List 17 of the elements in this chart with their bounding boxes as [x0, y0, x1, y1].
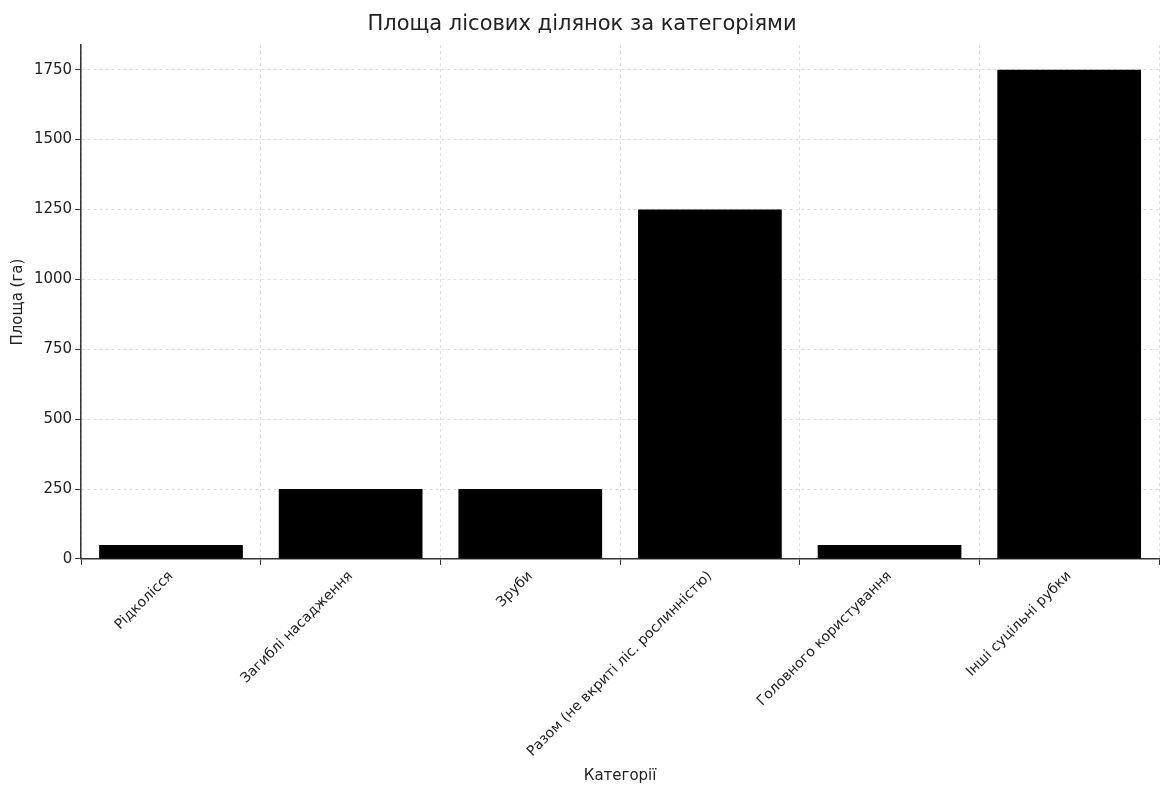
y-axis-title: Площа (га): [7, 258, 26, 346]
y-tick-label: 1500: [33, 129, 73, 148]
bar: [817, 544, 962, 559]
bar: [278, 489, 423, 559]
y-tick-label: 1250: [33, 199, 73, 218]
y-tick-label: 1000: [33, 269, 73, 288]
y-tick-label: 1750: [33, 59, 73, 78]
bar: [638, 209, 782, 559]
bar: [997, 69, 1142, 559]
y-tick-label: 750: [43, 339, 73, 358]
x-axis-title: Категорії: [583, 765, 658, 784]
y-tick-label: 0: [62, 548, 73, 567]
bar: [99, 544, 243, 559]
y-tick-label: 250: [43, 478, 73, 497]
y-tick-label: 500: [43, 409, 73, 428]
chart-title: Площа лісових ділянок за категоріями: [367, 11, 797, 36]
bar: [458, 489, 603, 559]
